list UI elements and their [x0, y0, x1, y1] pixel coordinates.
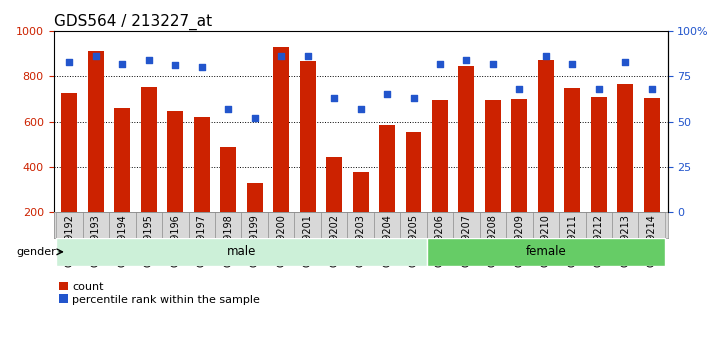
- Text: GDS564 / 213227_at: GDS564 / 213227_at: [54, 13, 211, 30]
- Text: female: female: [526, 245, 566, 258]
- Bar: [321, 212, 347, 238]
- Point: [461, 57, 472, 63]
- Bar: [83, 212, 109, 238]
- Bar: [644, 98, 660, 212]
- Text: GSM19214: GSM19214: [647, 214, 657, 267]
- Bar: [136, 212, 162, 238]
- Bar: [453, 212, 480, 238]
- Point: [64, 59, 75, 65]
- Bar: [300, 61, 316, 212]
- Text: GSM19202: GSM19202: [329, 214, 339, 267]
- Point: [170, 63, 181, 68]
- Bar: [618, 84, 633, 212]
- Bar: [347, 212, 374, 238]
- Point: [646, 86, 658, 92]
- Bar: [533, 212, 559, 238]
- Point: [143, 57, 154, 63]
- Point: [487, 61, 498, 67]
- Text: GSM19213: GSM19213: [620, 214, 630, 267]
- Text: GSM19196: GSM19196: [171, 214, 181, 267]
- Bar: [480, 212, 506, 238]
- Text: GSM19198: GSM19198: [223, 214, 233, 267]
- Bar: [564, 88, 580, 212]
- Bar: [215, 212, 241, 238]
- Text: GSM19199: GSM19199: [250, 214, 260, 267]
- Bar: [109, 212, 136, 238]
- Point: [513, 86, 525, 92]
- Bar: [585, 212, 612, 238]
- Text: GSM19206: GSM19206: [435, 214, 445, 267]
- Point: [540, 54, 551, 59]
- Bar: [559, 212, 585, 238]
- Bar: [427, 212, 453, 238]
- Bar: [432, 100, 448, 212]
- Text: GSM19209: GSM19209: [514, 214, 524, 267]
- Text: GSM19208: GSM19208: [488, 214, 498, 267]
- Legend: count, percentile rank within the sample: count, percentile rank within the sample: [59, 282, 261, 305]
- Bar: [268, 212, 294, 238]
- Bar: [61, 93, 77, 212]
- Point: [302, 54, 313, 59]
- Bar: [374, 212, 401, 238]
- Text: GSM19204: GSM19204: [382, 214, 392, 267]
- Point: [276, 54, 287, 59]
- Bar: [427, 238, 665, 266]
- Bar: [193, 117, 210, 212]
- Text: GSM19194: GSM19194: [117, 214, 127, 267]
- Bar: [485, 100, 501, 212]
- Bar: [221, 147, 236, 212]
- Bar: [141, 87, 157, 212]
- Point: [593, 86, 605, 92]
- Point: [620, 59, 631, 65]
- Text: GSM19192: GSM19192: [64, 214, 74, 267]
- Bar: [167, 111, 183, 212]
- Text: gender: gender: [16, 247, 56, 257]
- Point: [90, 54, 101, 59]
- Text: GSM19195: GSM19195: [144, 214, 154, 267]
- Point: [355, 106, 366, 112]
- Bar: [506, 212, 533, 238]
- Text: GSM19193: GSM19193: [91, 214, 101, 267]
- Point: [567, 61, 578, 67]
- Text: GSM19211: GSM19211: [568, 214, 578, 267]
- Bar: [379, 125, 395, 212]
- Bar: [538, 60, 554, 212]
- Text: GSM19197: GSM19197: [197, 214, 207, 267]
- Bar: [590, 97, 607, 212]
- Point: [249, 115, 261, 121]
- Text: GSM19207: GSM19207: [461, 214, 471, 267]
- Bar: [511, 99, 528, 212]
- Bar: [406, 132, 421, 212]
- Bar: [56, 238, 427, 266]
- Point: [116, 61, 128, 67]
- Bar: [56, 212, 83, 238]
- Bar: [273, 47, 289, 212]
- Point: [408, 95, 419, 101]
- Point: [434, 61, 446, 67]
- Point: [223, 106, 234, 112]
- Bar: [401, 212, 427, 238]
- Bar: [458, 66, 474, 212]
- Bar: [114, 108, 130, 212]
- Text: GSM19212: GSM19212: [594, 214, 604, 267]
- Bar: [326, 157, 342, 212]
- Bar: [247, 183, 263, 212]
- Bar: [241, 212, 268, 238]
- Bar: [88, 51, 104, 212]
- Bar: [188, 212, 215, 238]
- Bar: [162, 212, 188, 238]
- Bar: [294, 212, 321, 238]
- Point: [196, 65, 208, 70]
- Text: GSM19210: GSM19210: [540, 214, 550, 267]
- Bar: [612, 212, 638, 238]
- Text: GSM19205: GSM19205: [408, 214, 418, 267]
- Bar: [638, 212, 665, 238]
- Text: GSM19203: GSM19203: [356, 214, 366, 267]
- Bar: [353, 172, 368, 212]
- Text: GSM19201: GSM19201: [303, 214, 313, 267]
- Point: [328, 95, 340, 101]
- Text: GSM19200: GSM19200: [276, 214, 286, 267]
- Point: [381, 92, 393, 97]
- Text: male: male: [227, 245, 256, 258]
